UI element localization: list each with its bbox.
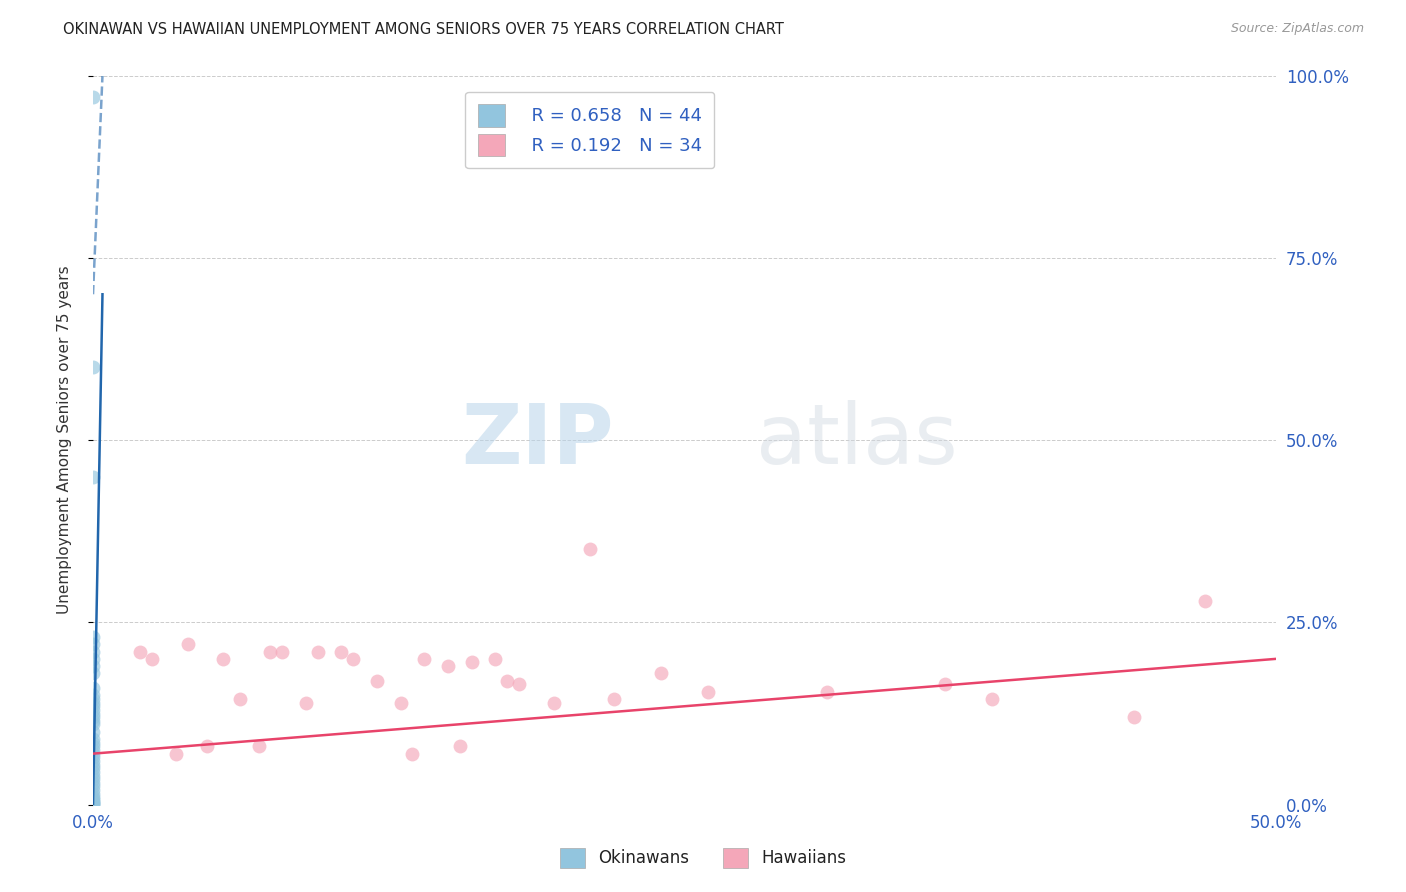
Point <box>82 764 104 779</box>
Point <box>1194 593 1216 607</box>
Point <box>82 717 104 731</box>
Point <box>1123 710 1146 724</box>
Point <box>460 656 482 670</box>
Point <box>82 688 104 702</box>
Point <box>165 747 187 761</box>
Legend:   R = 0.658   N = 44,   R = 0.192   N = 34: R = 0.658 N = 44, R = 0.192 N = 34 <box>465 92 714 169</box>
Point <box>82 743 104 757</box>
Point <box>82 659 104 673</box>
Point <box>342 652 364 666</box>
Point <box>247 739 270 754</box>
Point <box>82 710 104 724</box>
Text: Source: ZipAtlas.com: Source: ZipAtlas.com <box>1230 22 1364 36</box>
Point <box>389 696 412 710</box>
Point <box>82 747 104 761</box>
Point <box>82 732 104 747</box>
Point <box>330 644 353 658</box>
Point <box>82 724 104 739</box>
Point <box>82 360 104 375</box>
Point <box>484 652 506 666</box>
Point <box>295 696 318 710</box>
Point <box>508 677 530 691</box>
Point <box>228 692 250 706</box>
Text: atlas: atlas <box>755 400 957 481</box>
Point <box>401 747 423 761</box>
Point <box>815 684 838 698</box>
Point <box>82 790 104 805</box>
Point <box>176 637 198 651</box>
Point <box>271 644 294 658</box>
Point <box>82 706 104 721</box>
Point <box>82 696 104 710</box>
Point <box>82 787 104 801</box>
Point <box>82 780 104 794</box>
Point <box>82 750 104 764</box>
Y-axis label: Unemployment Among Seniors over 75 years: Unemployment Among Seniors over 75 years <box>58 266 72 615</box>
Point <box>82 637 104 651</box>
Point <box>496 673 519 688</box>
Point <box>82 630 104 644</box>
Point <box>82 776 104 790</box>
Point <box>82 714 104 728</box>
Point <box>82 796 104 810</box>
Point <box>82 796 104 810</box>
Point <box>82 692 104 706</box>
Point <box>82 644 104 658</box>
Point <box>82 754 104 768</box>
Point <box>82 652 104 666</box>
Point <box>82 699 104 714</box>
Text: ZIP: ZIP <box>461 400 613 481</box>
Point <box>697 684 720 698</box>
Point <box>981 692 1004 706</box>
Point <box>437 659 460 673</box>
Point <box>82 469 104 483</box>
Point <box>579 542 602 557</box>
Point <box>82 739 104 754</box>
Point <box>212 652 235 666</box>
Point <box>259 644 281 658</box>
Point <box>82 736 104 750</box>
Point <box>366 673 388 688</box>
Point <box>82 757 104 772</box>
Point <box>307 644 329 658</box>
Point <box>82 703 104 717</box>
Point <box>82 761 104 775</box>
Point <box>82 772 104 786</box>
Point <box>129 644 152 658</box>
Point <box>82 797 104 812</box>
Text: OKINAWAN VS HAWAIIAN UNEMPLOYMENT AMONG SENIORS OVER 75 YEARS CORRELATION CHART: OKINAWAN VS HAWAIIAN UNEMPLOYMENT AMONG … <box>63 22 785 37</box>
Point <box>82 681 104 695</box>
Legend: Okinawans, Hawaiians: Okinawans, Hawaiians <box>554 841 852 875</box>
Point <box>195 739 218 754</box>
Point <box>82 792 104 806</box>
Point <box>449 739 471 754</box>
Point <box>82 783 104 797</box>
Point <box>82 797 104 811</box>
Point <box>82 666 104 681</box>
Point <box>602 692 624 706</box>
Point <box>413 652 436 666</box>
Point <box>934 677 956 691</box>
Point <box>141 652 163 666</box>
Point <box>543 696 565 710</box>
Point <box>650 666 672 681</box>
Point <box>82 794 104 808</box>
Point <box>82 768 104 782</box>
Point <box>82 90 104 104</box>
